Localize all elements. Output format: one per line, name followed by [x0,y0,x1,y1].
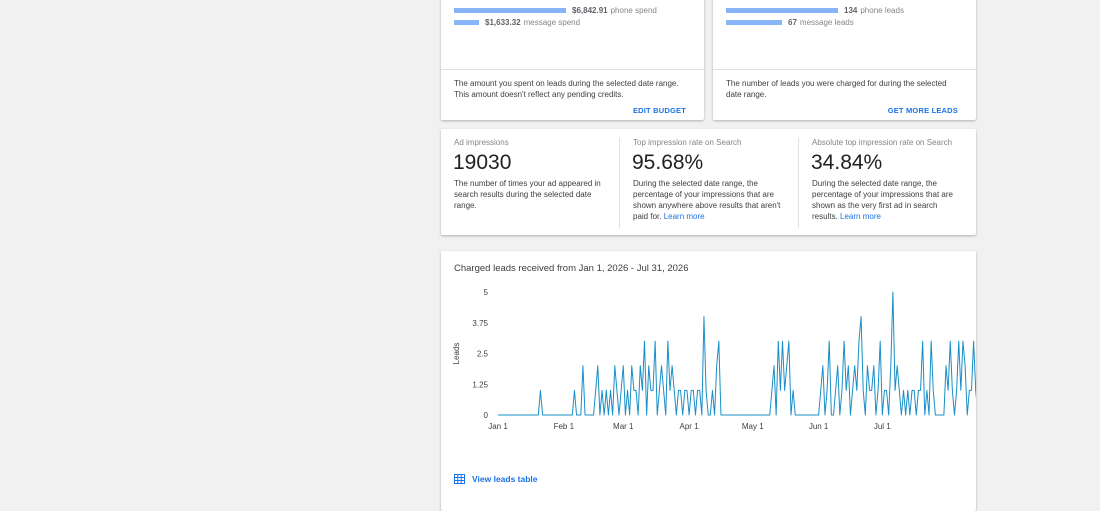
phone-leads-label: phone leads [860,5,904,15]
message-leads-row: 67 message leads [726,16,854,28]
x-tick-label: Apr 1 [680,422,700,431]
chart-title: Charged leads received from Jan 1, 2026 … [454,263,689,274]
x-tick-label: Jan 1 [488,422,508,431]
leads-divider [713,69,976,70]
spend-description: The amount you spent on leads during the… [454,79,679,99]
metric-description-text: During the selected date range, the perc… [633,179,781,221]
y-tick-label: 5 [484,288,489,297]
metric-value: 34.84% [811,151,883,174]
metric-label: Ad impressions [454,138,509,147]
leads-card: 134 phone leads 67 message leads The num… [713,0,976,120]
spend-card: $6,842.91 phone spend $1,633.32 message … [441,0,704,120]
x-tick-label: Feb 1 [554,422,575,431]
leads-description: The number of leads you were charged for… [726,79,947,99]
metric-description-text: During the selected date range, the perc… [812,179,953,221]
phone-leads-bar [726,7,838,13]
phone-leads-row: 134 phone leads [726,4,904,16]
view-leads-table-button[interactable]: View leads table [454,474,538,484]
metric-value: 95.68% [632,151,704,174]
metric-absolute-top-impression-rate: Absolute top impression rate on Search 3… [799,129,978,235]
metric-description: The number of times your ad appeared in … [454,178,604,211]
message-spend-value: $1,633.32 [485,17,521,27]
message-leads-label: message leads [799,17,854,27]
metric-value: 19030 [453,151,512,174]
message-leads-value: 67 [788,17,797,27]
y-tick-label: 2.5 [477,350,489,359]
metric-description: During the selected date range, the perc… [633,178,783,222]
x-tick-label: Jul 1 [874,422,891,431]
get-more-leads-button[interactable]: GET MORE LEADS [887,106,958,115]
x-tick-label: Mar 1 [613,422,634,431]
phone-spend-bar [454,7,566,13]
phone-leads-value: 134 [844,5,858,15]
metric-description: During the selected date range, the perc… [812,178,962,222]
edit-budget-button[interactable]: EDIT BUDGET [632,106,686,115]
view-leads-table-label: View leads table [472,474,538,484]
metric-description-text: The number of times your ad appeared in … [454,179,601,210]
y-axis-label: Leads [452,343,461,365]
metric-top-impression-rate: Top impression rate on Search 95.68% Dur… [620,129,799,235]
table-icon [454,474,465,484]
metric-divider [798,138,799,228]
y-tick-label: 0 [484,411,489,420]
message-spend-row: $1,633.32 message spend [454,16,580,28]
phone-spend-label: phone spend [610,5,657,15]
message-spend-bar [454,19,479,25]
metric-divider [619,138,620,228]
spend-divider [441,69,704,70]
learn-more-link[interactable]: Learn more [663,212,705,221]
y-tick-label: 3.75 [472,319,488,328]
leads-line-chart: Leads 0 1.25 2.5 3.75 5 Jan 1 Feb 1 Mar 1 Apr 1 Ma… [452,288,976,431]
x-tick-label: May 1 [742,422,764,431]
metric-label: Absolute top impression rate on Search [812,138,953,147]
phone-spend-row: $6,842.91 phone spend [454,4,657,16]
learn-more-link[interactable]: Learn more [840,212,881,221]
message-spend-label: message spend [523,17,581,27]
phone-spend-value: $6,842.91 [572,5,608,15]
metric-label: Top impression rate on Search [633,138,742,147]
leads-chart-card: Charged leads received from Jan 1, 2026 … [441,251,976,511]
x-tick-label: Jun 1 [809,422,829,431]
metric-ad-impressions: Ad impressions 19030 The number of times… [441,129,620,235]
message-leads-bar [726,19,782,25]
y-tick-label: 1.25 [472,380,488,389]
metrics-card: Ad impressions 19030 The number of times… [441,129,976,235]
leads-series-line [498,291,976,416]
